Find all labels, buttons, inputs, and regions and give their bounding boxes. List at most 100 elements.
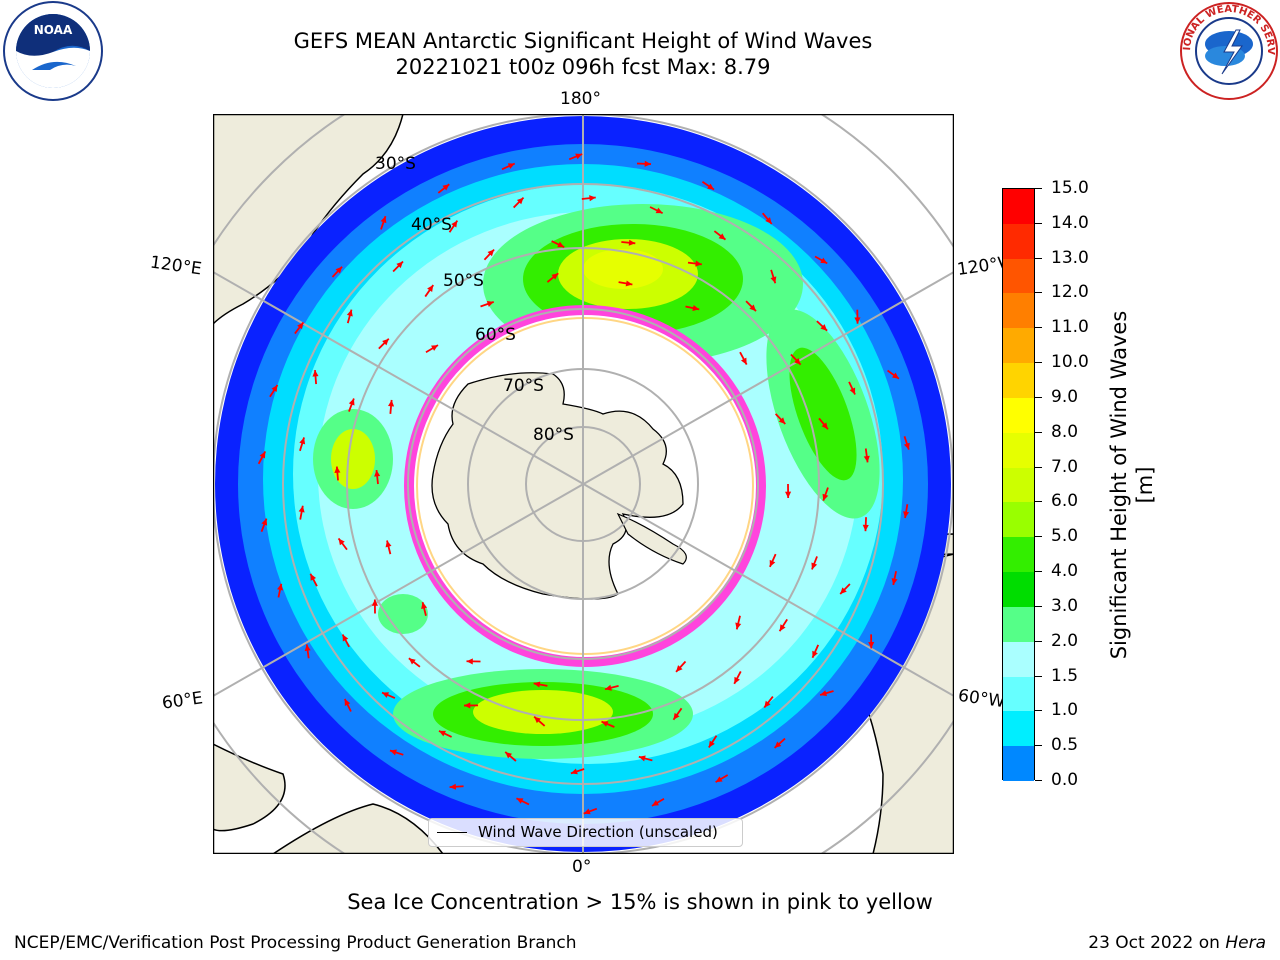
- wind-wave-arrowhead: [774, 741, 782, 748]
- colorbar-tick: [1035, 431, 1042, 433]
- colorbar-segment: [1003, 711, 1034, 747]
- wind-wave-arrowhead: [651, 800, 659, 806]
- colorbar-tick-label: 13.0: [1051, 247, 1089, 268]
- legend-label: Wind Wave Direction (unscaled): [478, 823, 718, 841]
- wind-wave-arrowhead: [644, 160, 651, 167]
- colorbar-tick-label: 3.0: [1051, 595, 1079, 616]
- footer-date: 23 Oct 2022 on Hera: [1088, 933, 1266, 953]
- colorbar-tick-label: 1.0: [1051, 700, 1079, 721]
- wind-wave-arrowhead: [820, 690, 828, 697]
- colorbar-segment: [1003, 467, 1034, 503]
- colorbar-segment: [1003, 328, 1034, 364]
- lon-label-0: 0°: [572, 857, 592, 877]
- wind-wave-arrowhead: [625, 280, 633, 287]
- sea-ice-note: Sea Ice Concentration > 15% is shown in …: [347, 890, 933, 914]
- colorbar-segment: [1003, 606, 1034, 643]
- wind-wave-arrowhead: [346, 309, 353, 317]
- wind-wave-arrowhead: [785, 491, 792, 498]
- colorbar-tick-label: 12.0: [1051, 282, 1089, 303]
- wind-wave-arrowhead: [442, 184, 450, 191]
- colorbar-segment: [1003, 746, 1034, 782]
- wind-wave-arrowhead: [849, 387, 856, 395]
- wind-wave-arrowhead: [822, 493, 829, 501]
- colorbar-tick-label: 5.0: [1051, 526, 1079, 547]
- wind-wave-arrowhead: [389, 749, 397, 756]
- colorbar-tick: [1035, 396, 1042, 398]
- lat-label-40s: 40°S: [411, 215, 452, 235]
- wind-wave-arrowhead: [427, 285, 434, 292]
- wind-wave-arrowhead: [297, 322, 304, 330]
- colorbar-tick-label: 14.0: [1051, 212, 1089, 233]
- wind-wave-arrowhead: [765, 217, 772, 224]
- lon-label-180: 180°: [560, 89, 601, 109]
- wind-wave-arrowhead: [903, 511, 910, 519]
- colorbar-segment: [1003, 676, 1034, 712]
- wind-wave-arrowhead: [779, 624, 786, 632]
- colorbar-title-box: Significant Height of Wind Waves [m]: [1092, 300, 1172, 670]
- colorbar-segment: [1003, 537, 1034, 573]
- wind-wave-arrowhead: [516, 798, 524, 804]
- colorbar-segment: [1003, 223, 1034, 260]
- colorbar-tick: [1035, 640, 1042, 642]
- wind-wave-arrowhead: [749, 304, 756, 312]
- lon-label-120e: 120°E: [148, 252, 203, 280]
- colorbar-segment: [1003, 293, 1034, 329]
- colorbar-tick-label: 2.0: [1051, 630, 1079, 651]
- wind-wave-arrows: [257, 153, 910, 815]
- wind-wave-arrowhead: [628, 239, 636, 246]
- wind-wave-arrowhead: [516, 197, 524, 205]
- wind-wave-arrowhead: [770, 276, 777, 284]
- nws-logo: NATIONAL WEATHER SERVICE: [1178, 0, 1278, 100]
- footer-date-text: 23 Oct 2022 on: [1088, 933, 1220, 953]
- wind-wave-arrowhead: [348, 398, 355, 406]
- wind-wave-arrowhead: [794, 358, 801, 365]
- colorbar-segment: [1003, 363, 1034, 399]
- wind-wave-arrowhead: [589, 195, 596, 202]
- wind-wave-arrowhead: [338, 538, 345, 546]
- footer-host: Hera: [1225, 933, 1266, 953]
- map-legend: Wind Wave Direction (unscaled): [428, 818, 743, 847]
- colorbar-tick: [1035, 188, 1042, 189]
- wind-wave-arrowhead: [892, 372, 899, 379]
- wind-wave-arrowhead: [261, 518, 268, 526]
- wind-wave-arrowhead: [408, 658, 416, 665]
- colorbar-segment: [1003, 397, 1034, 434]
- wind-wave-arrowhead: [385, 540, 392, 548]
- colorbar-tick: [1035, 257, 1042, 259]
- lat-label-30s: 30°S: [375, 154, 416, 174]
- wind-wave-arrowhead: [487, 249, 495, 257]
- lat-label-50s: 50°S: [443, 271, 484, 291]
- wind-wave-arrowhead: [449, 783, 457, 790]
- colorbar-ticks: 15.0 14.0 13.0 12.0 11.0 10.0 9.0 8.0 7.0 6.0 5.0 4…: [1035, 178, 1095, 790]
- wind-wave-arrowhead: [304, 644, 311, 652]
- colorbar-tick: [1035, 536, 1042, 538]
- wind-wave-arrowhead: [707, 183, 715, 190]
- colorbar-tick: [1035, 605, 1042, 607]
- colorbar-tick: [1035, 466, 1042, 468]
- wind-wave-arrowhead: [277, 583, 284, 591]
- wind-wave-arrowhead: [715, 776, 723, 783]
- lon-label-60e: 60°E: [160, 688, 205, 714]
- colorbar-tick: [1035, 327, 1042, 329]
- wind-wave-arrowhead: [891, 578, 898, 585]
- wind-wave-arrowhead: [863, 455, 870, 463]
- wind-wave-arrowhead: [421, 602, 428, 610]
- footer-credit: NCEP/EMC/Verification Post Processing Pr…: [14, 933, 577, 953]
- wind-wave-arrowhead: [605, 684, 612, 691]
- wind-wave-arrowhead: [374, 470, 381, 477]
- colorbar-tick: [1035, 710, 1042, 712]
- colorbar: [1002, 188, 1035, 782]
- wind-wave-arrowhead: [695, 260, 702, 267]
- colorbar-tick: [1035, 222, 1042, 224]
- colorbar-tick-label: 0.5: [1051, 735, 1079, 756]
- wind-wave-arrowhead: [903, 442, 910, 450]
- wind-wave-arrowhead: [557, 241, 565, 248]
- noaa-logo: NOAA: [3, 1, 103, 101]
- wind-wave-arrowhead: [655, 207, 663, 214]
- wind-wave-arrowhead: [673, 712, 680, 720]
- colorbar-tick-label: 0.0: [1051, 770, 1079, 790]
- wind-wave-arrowhead: [438, 730, 446, 737]
- wind-wave-arrowhead: [534, 716, 541, 724]
- wind-wave-arrowhead: [380, 216, 387, 224]
- wind-wave-arrowhead: [451, 220, 458, 228]
